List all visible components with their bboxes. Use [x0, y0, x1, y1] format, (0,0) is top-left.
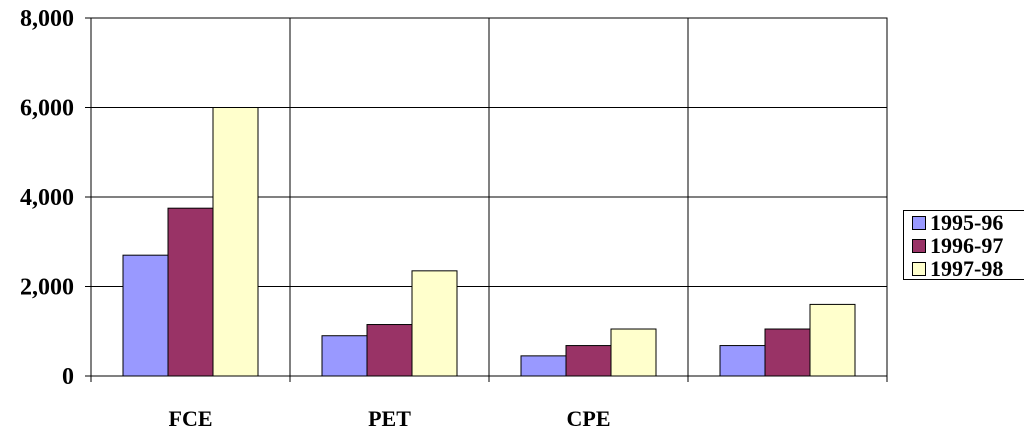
- bar: [565, 345, 612, 377]
- legend-swatch: [912, 215, 926, 230]
- bar: [719, 345, 766, 377]
- legend: 1995-96 1996-97 1997-98: [903, 209, 1024, 281]
- legend-item: 1995-96: [904, 209, 1024, 235]
- bar: [366, 324, 413, 377]
- bar: [122, 254, 169, 377]
- bar: [809, 303, 856, 377]
- bar: [764, 328, 811, 377]
- bar: [321, 335, 368, 377]
- bar: [212, 107, 259, 377]
- y-tick-labels: 0 2,000 4,000 6,000 8,000: [20, 6, 74, 390]
- y-tick-label: 2,000: [20, 275, 74, 301]
- legend-swatch: [912, 238, 926, 253]
- y-tick-label: 8,000: [20, 6, 74, 32]
- x-tick-label: FCE: [169, 406, 213, 430]
- axes: [85, 17, 888, 382]
- legend-label: 1996-97: [930, 232, 1004, 258]
- y-tick-label: 6,000: [20, 96, 74, 122]
- bar: [610, 328, 657, 377]
- legend-item: 1996-97: [904, 232, 1024, 258]
- bar: [411, 270, 458, 377]
- legend-item: 1997-98: [904, 255, 1024, 281]
- x-tick-label: CPE: [567, 406, 611, 430]
- legend-label: 1997-98: [930, 255, 1004, 281]
- x-tick-labels: FCE PET CPE: [169, 406, 611, 430]
- bar: [167, 207, 214, 377]
- legend-swatch: [912, 261, 926, 276]
- bar: [520, 355, 567, 377]
- bars: [122, 107, 856, 377]
- x-tick-label: PET: [368, 406, 411, 430]
- legend-label: 1995-96: [930, 209, 1004, 235]
- y-tick-label: 0: [62, 364, 74, 390]
- y-tick-label: 4,000: [20, 185, 74, 211]
